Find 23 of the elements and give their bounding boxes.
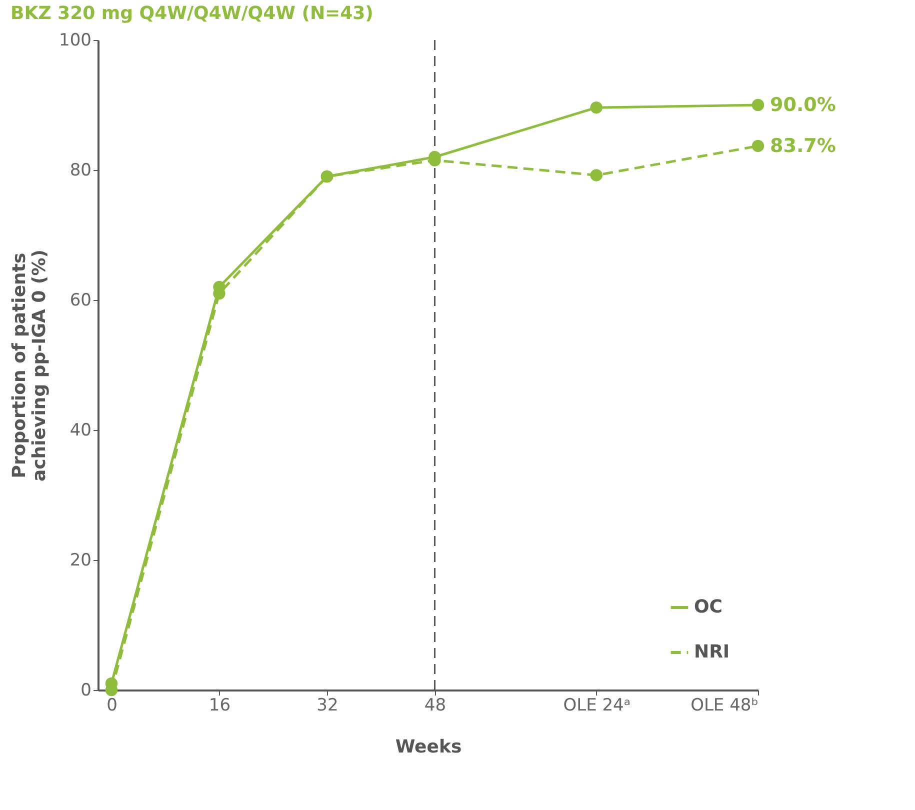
data-label: 90.0% — [770, 94, 836, 116]
x-tick-label: OLE 48ᵇ — [690, 696, 758, 716]
point — [590, 169, 602, 182]
x-tick-label: 0 — [106, 696, 118, 716]
point — [752, 98, 764, 112]
data-label: 83.7% — [770, 134, 836, 157]
x-tick-label: 16 — [208, 696, 231, 716]
y-tick-label: 100 — [59, 30, 92, 50]
point — [752, 140, 764, 152]
y-tick-label: 20 — [70, 550, 92, 570]
y-axis-title: Proportion of patients achieving pp-IGA 0 (%) — [9, 249, 50, 482]
x-axis-title: Weeks — [395, 736, 462, 758]
y-tick-label: 80 — [70, 160, 92, 180]
point — [590, 101, 602, 114]
legend-label: OC — [694, 596, 723, 618]
x-tick-label: 32 — [316, 696, 338, 716]
y-tick-label: 60 — [70, 290, 92, 310]
legend-label: NRI — [694, 642, 730, 662]
y-tick-label: 0 — [80, 680, 92, 700]
x-tick-label: OLE 24ᵃ — [563, 696, 631, 716]
y-tick-label: 40 — [70, 420, 92, 440]
chart-title: BKZ 320 mg Q4W/Q4W/Q4W (N=43) — [10, 3, 374, 24]
x-tick-label: 48 — [424, 696, 446, 716]
